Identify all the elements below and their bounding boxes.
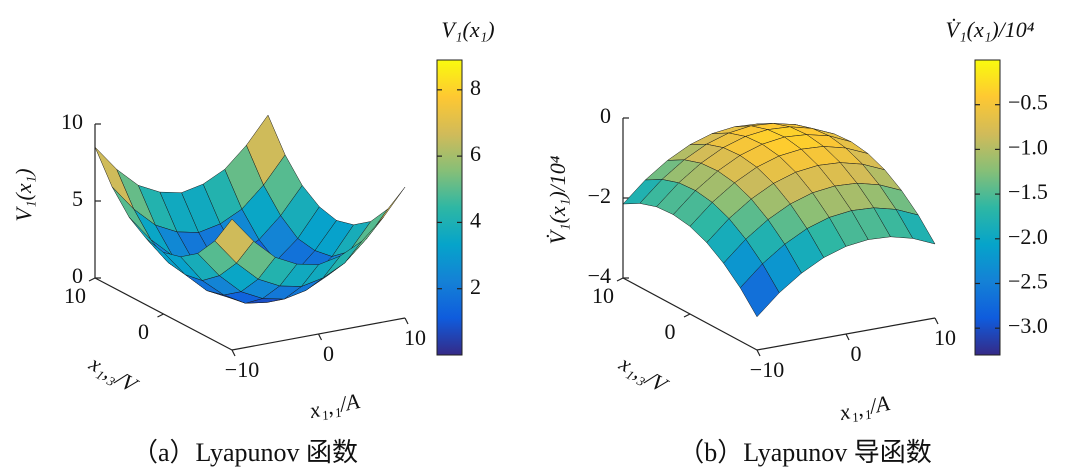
y-tick [683,313,691,318]
surface-cell [214,218,254,264]
x-tick-label: 10 [404,325,426,350]
colorbar-title: V̇₁(x₁)/10⁴ [946,17,1035,42]
colorbar-tick-label: 8 [470,75,481,100]
z-tick-label: 0 [600,103,611,128]
colorbar [974,59,1001,356]
x-tick [845,333,850,341]
colorbar-title: V₁(x₁) [441,17,494,42]
caption: （b）Lyapunov 导函数 [678,438,932,467]
x-tick [404,317,409,325]
z-axis-label: V̇₁(x₁)/10⁴ [545,155,570,244]
colorbar-tick-label: −2.5 [1008,269,1048,294]
z-tick-label: 5 [72,186,83,211]
z-tick-label: −2 [588,183,611,208]
colorbar-tick-label: 4 [470,207,481,232]
x-tick-label: 0 [323,341,334,366]
x-tick-label: −10 [750,357,784,382]
y-tick-label: 10 [64,283,86,308]
x-tick-label: −10 [225,357,259,382]
z-tick-label: 0 [72,263,83,288]
x-tick-label: 0 [851,341,862,366]
y-tick-label: 10 [592,283,614,308]
colorbar-tick-label: 2 [470,274,481,299]
colorbar-tick-label: −1.0 [1008,134,1048,159]
colorbar-tick-label: −3.0 [1008,313,1048,338]
y-tick [616,277,624,282]
x-tick-label: 10 [934,325,956,350]
x-axis-label: x₁,₁/A [836,390,892,425]
colorbar [436,59,463,356]
y-tick [157,313,164,318]
z-tick-label: 10 [61,109,83,134]
x-tick [756,349,761,357]
x-tick [934,317,939,325]
colorbar-tick-label: −1.5 [1008,179,1048,204]
colorbar-tick-label: 6 [470,141,481,166]
colorbar-tick-label: −0.5 [1008,90,1048,115]
z-tick-label: −4 [588,263,611,288]
colorbar-tick-label: −2.0 [1008,224,1048,249]
x-tick [317,333,323,341]
x-axis-label: x₁,₁/A [306,388,362,423]
z-axis-label: V₁(x₁) [11,168,36,221]
y-axis-label: x₁,₃/V [614,350,673,398]
surface-cell [740,263,780,318]
caption: （a）Lyapunov 函数 [132,438,358,467]
y-axis-label: x₁,₃/V [84,350,143,398]
x-tick [231,349,236,357]
y-tick-label: 0 [138,319,149,344]
y-tick-label: 0 [665,319,676,344]
y-tick [88,277,96,282]
